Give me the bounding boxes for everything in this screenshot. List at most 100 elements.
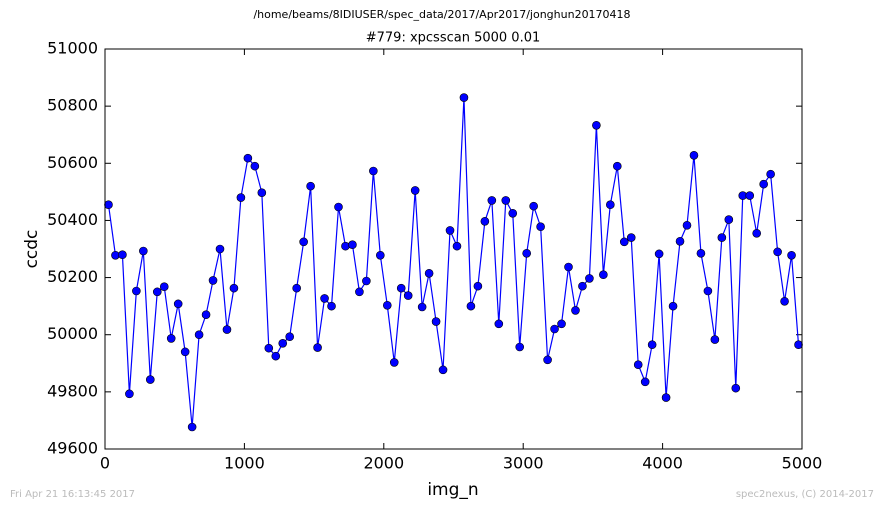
data-point [710,335,720,344]
data-point [773,247,782,257]
data-point [682,220,692,230]
data-point [341,241,350,251]
data-point [431,317,441,326]
data-point [139,246,148,256]
data-point [668,301,678,311]
data-point [152,287,162,297]
data-point [543,355,552,365]
data-point [348,240,357,250]
x-tick-label: 3000 [503,454,544,473]
data-point [689,150,699,160]
data-point [271,351,281,361]
data-point [459,93,469,102]
data-point [661,393,671,402]
data-point [278,338,288,348]
data-point [752,228,761,238]
data-point [452,241,462,251]
data-point [320,294,329,303]
x-axis-label: img_n [427,480,478,500]
data-point [501,196,511,205]
data-point [355,287,364,297]
data-point [180,347,190,357]
data-point [633,360,643,370]
data-point [515,342,525,352]
data-point [166,334,176,343]
data-point [445,226,455,235]
data-point [410,186,420,195]
y-tick-label: 49800 [47,381,98,400]
data-point [626,233,636,242]
data-point [536,222,545,232]
data-point [703,286,713,296]
data-point [257,188,267,198]
data-point [327,301,336,311]
data-point [508,208,518,218]
data-point [724,215,734,224]
data-point [313,343,322,352]
data-point [208,276,218,285]
data-point [104,200,113,210]
data-point [550,324,559,334]
data-point [731,383,741,393]
data-line [107,97,800,428]
data-point [403,291,413,300]
footer-left: Fri Apr 21 16:13:45 2017 [10,489,135,500]
y-tick-label: 50600 [47,153,98,172]
data-point [187,422,197,432]
data-point [236,193,246,202]
data-point [787,250,796,260]
data-point [243,153,253,163]
data-point [417,302,427,312]
data-point [480,216,490,226]
data-point [438,365,448,375]
data-point [619,237,629,247]
data-point [759,179,768,189]
data-point [696,248,706,258]
data-point [766,169,775,179]
data-point [118,250,127,260]
data-point [606,200,615,210]
data-point [571,306,580,315]
data-point [159,282,169,292]
data-point [285,332,295,342]
data-point [222,325,232,334]
data-point [487,196,497,205]
data-point [599,270,608,280]
header: /home/beams/8IDIUSER/spec_data/2017/Apr2… [253,8,630,21]
x-tick-label: 0 [100,454,110,473]
y-tick-label: 50800 [47,96,98,115]
data-point [592,120,601,130]
data-point [376,250,385,260]
data-point [654,249,664,259]
data-point [640,377,650,387]
y-tick-label: 51000 [47,39,98,58]
y-axis-label: ccdc [22,230,42,269]
data-point [529,201,538,211]
data-point [494,319,504,329]
data-point [369,166,378,176]
data-point [201,310,211,320]
data-point [564,262,573,272]
data-point [194,330,204,340]
data-point [585,274,594,283]
data-point [647,340,657,350]
plot-frame [104,48,803,450]
data-point [334,202,343,212]
y-tick-label: 49600 [47,439,98,458]
data-point [745,191,755,200]
data-point [396,283,406,293]
y-tick-label: 50000 [47,324,98,343]
data-point [522,248,531,258]
chart-title: #779: xpcsscan 5000 0.01 [366,31,541,46]
data-point [173,299,183,309]
data-point [264,343,274,353]
y-tick-label: 50200 [47,267,98,286]
x-tick-label: 5000 [782,454,823,473]
data-point [132,286,141,296]
data-point [794,340,803,350]
data-point [612,161,622,171]
x-tick-label: 4000 [642,454,683,473]
data-point [146,375,155,384]
